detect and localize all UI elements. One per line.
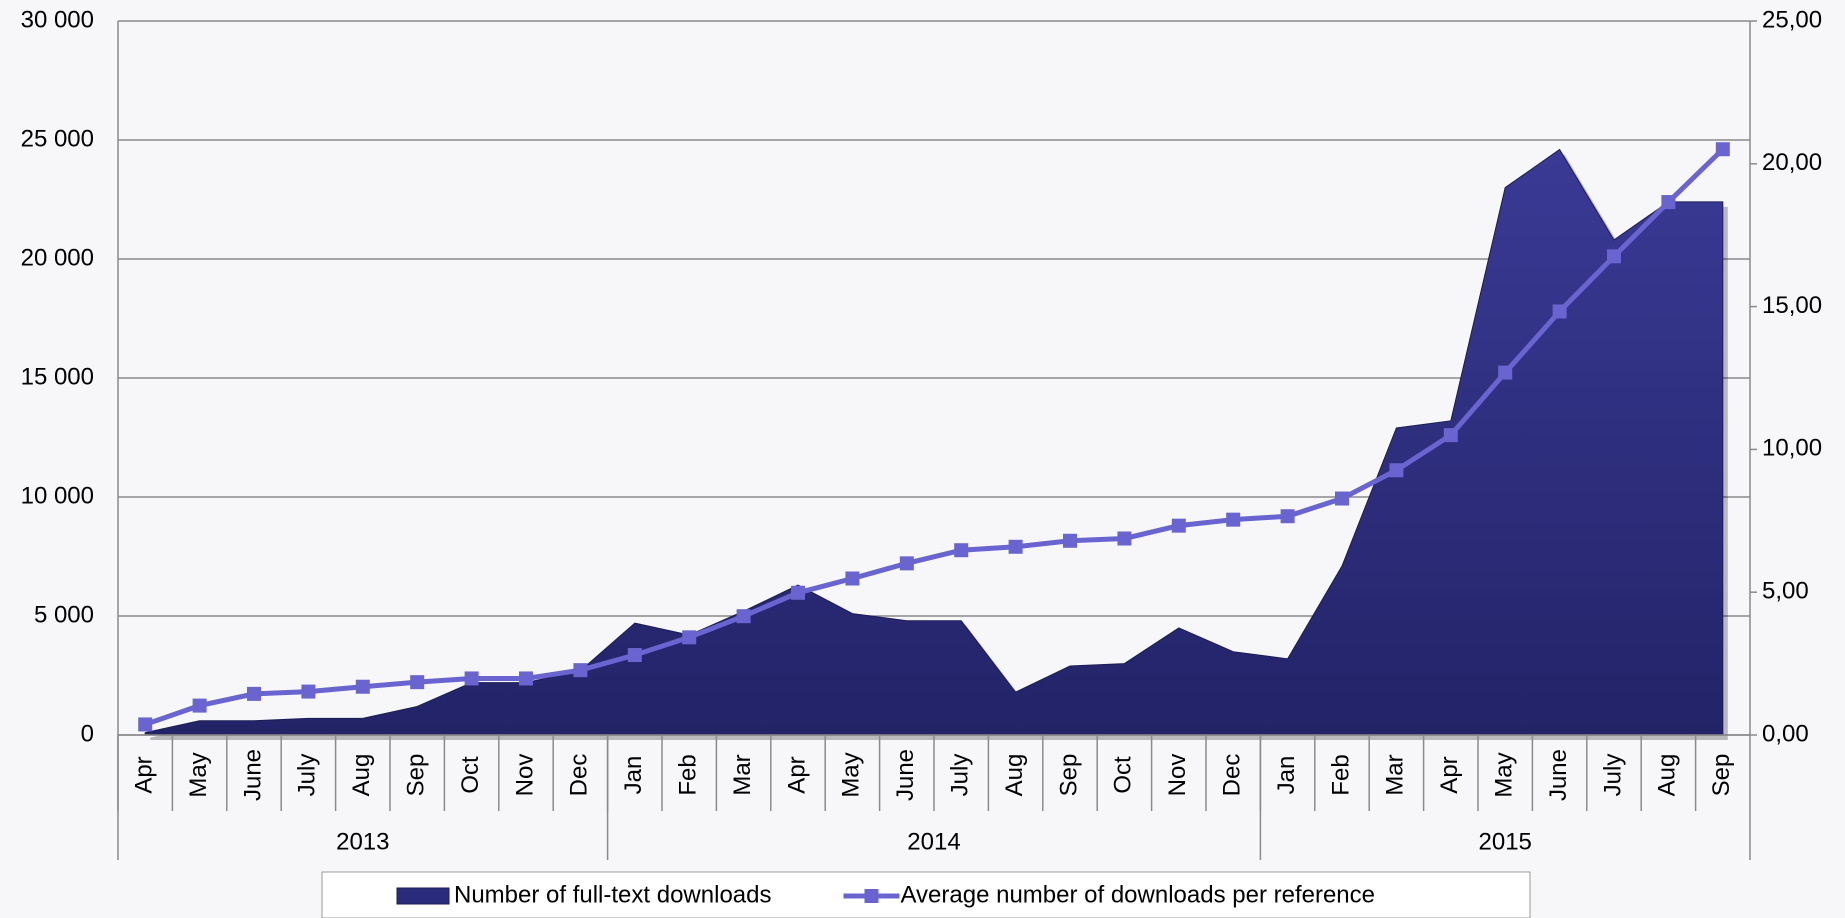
group-label: 2015 [1479,828,1532,855]
x-tick-label: May [1491,752,1518,797]
line-marker [1226,513,1240,527]
legend-swatch [864,889,878,903]
line-marker [1444,428,1458,442]
line-marker [628,648,642,662]
line-marker [845,571,859,585]
y2-tick-label: 10,00 [1762,435,1822,462]
x-tick-label: June [1545,749,1572,801]
legend-swatch [397,888,449,904]
x-tick-label: Dec [566,754,593,797]
line-marker [410,675,424,689]
chart: 0 5 000 10 000 15 000 20 000 25 000 30 000 0,00… [0,0,1845,918]
line-marker [1335,492,1349,506]
group-label: 2013 [336,828,389,855]
x-tick-label: Aug [348,754,375,797]
line-marker [682,630,696,644]
line-marker [1607,249,1621,263]
legend-label: Number of full-text downloads [454,881,771,908]
x-tick-label: Oct [457,756,484,794]
line-marker [1498,366,1512,380]
x-tick-label: July [1599,754,1626,797]
x-tick-label: Sep [1708,754,1735,797]
x-tick-label: Apr [783,756,810,793]
line-marker [1389,463,1403,477]
line-marker [356,680,370,694]
line-marker [791,586,805,600]
y2-tick-label: 0,00 [1762,720,1809,747]
line-marker [1716,142,1730,156]
x-tick-label: June [892,749,919,801]
x-tick-label: Feb [1327,754,1354,795]
x-tick-label: Aug [1001,754,1028,797]
line-marker [1553,304,1567,318]
x-tick-label: June [239,749,266,801]
y-tick-label: 0 [81,720,94,747]
y-tick-label: 20 000 [21,244,94,271]
y-tick-label: 30 000 [21,6,94,33]
line-marker [247,687,261,701]
y2-tick-label: 5,00 [1762,578,1809,605]
line-marker [1063,534,1077,548]
y-tick-label: 10 000 [21,482,94,509]
x-tick-label: Nov [1164,754,1191,797]
x-tick-label: Sep [1055,754,1082,797]
x-tick-label: Apr [131,756,158,793]
x-tick-label: Oct [1110,756,1137,794]
line-marker [193,699,207,713]
y2-tick-label: 15,00 [1762,292,1822,319]
x-tick-label: Dec [1219,754,1246,797]
line-marker [301,685,315,699]
line-marker [465,671,479,685]
y-tick-label: 15 000 [21,363,94,390]
x-tick-label: Nov [511,754,538,797]
x-tick-label: Aug [1654,754,1681,797]
group-label: 2014 [907,828,960,855]
x-tick-label: July [294,754,321,797]
line-marker [573,663,587,677]
y-tick-label: 5 000 [34,601,94,628]
line-marker [737,609,751,623]
legend-label: Average number of downloads per referenc… [900,881,1375,908]
x-tick-label: May [185,752,212,797]
y-tick-label: 25 000 [21,125,94,152]
line-marker [1281,509,1295,523]
line-marker [519,671,533,685]
line-marker [138,717,152,731]
line-marker [1009,540,1023,554]
line-marker [1117,532,1131,546]
x-tick-label: Jan [1273,756,1300,795]
x-tick-label: July [947,754,974,797]
x-tick-label: Mar [1382,754,1409,795]
line-marker [900,556,914,570]
x-tick-label: Jan [620,756,647,795]
line-marker [1661,195,1675,209]
x-tick-label: Sep [403,754,430,797]
y2-tick-label: 25,00 [1762,6,1822,33]
x-tick-label: Mar [729,754,756,795]
x-tick-label: May [838,752,865,797]
y2-tick-label: 20,00 [1762,149,1822,176]
line-marker [1172,519,1186,533]
line-marker [954,543,968,557]
x-tick-label: Feb [675,754,702,795]
x-tick-label: Apr [1436,756,1463,793]
